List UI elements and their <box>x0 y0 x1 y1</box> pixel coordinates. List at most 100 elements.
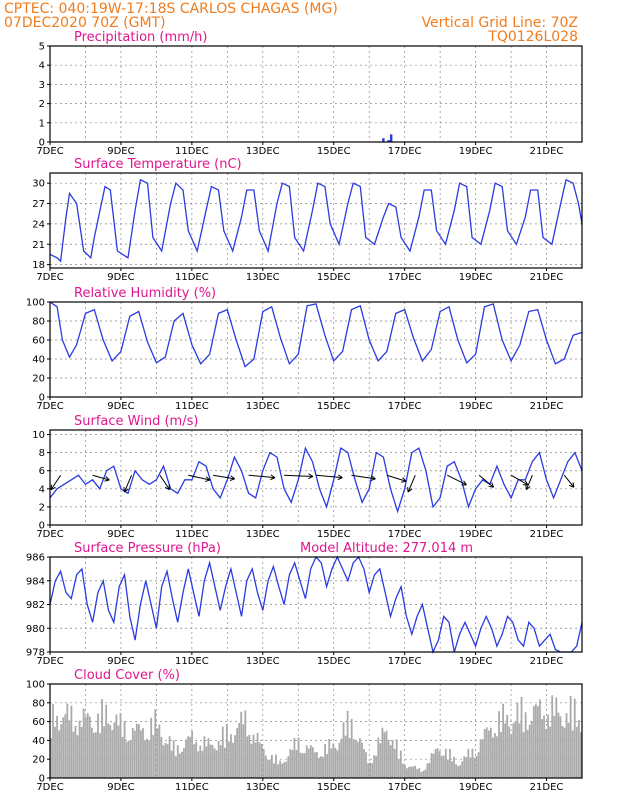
cloud-bar <box>361 742 363 778</box>
cloud-bar <box>164 742 167 778</box>
cloud-bar <box>97 713 99 778</box>
cloud-bar <box>92 732 95 778</box>
cloud-bar <box>258 742 261 778</box>
cloud-bar <box>95 732 97 778</box>
cloud-bar <box>52 703 54 778</box>
cloud-bar <box>430 753 433 778</box>
cloud-bar <box>178 753 181 778</box>
cloud-bar <box>322 757 324 778</box>
temperature-xtick-label: 13DEC <box>246 272 280 283</box>
cloud-bar <box>389 745 392 778</box>
cloud-bar <box>99 733 101 778</box>
cloud-bar <box>512 723 515 778</box>
cloud-bar <box>283 762 286 778</box>
cloud-bar <box>418 768 421 778</box>
cloud-bar <box>373 755 376 778</box>
temperature-xtick-label: 17DEC <box>388 272 422 283</box>
cloud-bar <box>426 763 429 778</box>
precipitation-frame <box>49 45 583 143</box>
cloud-cover-xtick-label: 9DEC <box>107 782 134 793</box>
wind-vector <box>386 474 407 482</box>
precipitation-ytick-label: 3 <box>39 80 45 91</box>
cloud-bar <box>316 752 318 778</box>
cloud-bar <box>228 741 230 778</box>
cloud-bar <box>496 736 498 778</box>
cloud-bar <box>103 726 106 778</box>
cloud-bar <box>76 735 79 778</box>
cloud-bar <box>434 748 437 778</box>
cloud-bar <box>377 737 380 778</box>
cloud-bar <box>176 745 179 778</box>
cloud-cover-ytick-label: 0 <box>39 774 45 785</box>
pressure-xtick-label: 17DEC <box>388 656 422 667</box>
cloud-bar <box>299 752 302 778</box>
cloud-bar <box>404 764 406 778</box>
wind-vector-head <box>308 473 314 480</box>
cloud-bar <box>250 743 253 778</box>
precip-bar <box>387 140 390 142</box>
cloud-bar <box>199 745 202 778</box>
wind-vector-head <box>370 475 376 482</box>
cloud-bar <box>479 739 482 778</box>
cloud-bar <box>526 729 529 778</box>
cloud-bar <box>140 730 142 778</box>
wind-xtick-label: 11DEC <box>175 529 209 540</box>
cloud-bar <box>207 738 210 778</box>
cloud-bar <box>213 748 216 778</box>
cloud-bar <box>158 724 161 778</box>
cloud-bar <box>86 713 89 778</box>
cloud-bar <box>88 716 91 778</box>
cloud-cover-xtick-label: 19DEC <box>459 782 493 793</box>
cloud-bar <box>508 726 511 778</box>
cloud-cover-ytick-label: 60 <box>32 717 45 728</box>
cloud-cover-ytick-label: 80 <box>32 698 45 709</box>
cloud-bar <box>567 722 570 778</box>
cloud-bar <box>154 709 157 778</box>
cloud-bar <box>215 750 218 778</box>
temperature-ytick-label: 18 <box>32 260 45 271</box>
precipitation-panel: 0 1 2 3 4 5 7DEC 9DEC 11DEC 13DEC 15DEC 17DEC 19DEC 2… <box>36 30 583 157</box>
cloud-bar <box>234 735 236 778</box>
pressure-xtick-label: 19DEC <box>459 656 493 667</box>
cloud-bar <box>287 756 290 778</box>
cloud-bar <box>205 746 208 778</box>
pressure-xtick-label: 15DEC <box>317 656 351 667</box>
cloud-bar <box>438 751 441 778</box>
precipitation-xtick-label: 17DEC <box>388 146 422 157</box>
cloud-bar <box>436 748 439 778</box>
cloud-bar <box>219 745 222 778</box>
pressure-ytick-label: 984 <box>26 576 45 587</box>
cloud-bar <box>487 730 490 778</box>
cloud-bar <box>66 703 69 778</box>
pressure-title: Surface Pressure (hPa) <box>74 541 221 556</box>
cloud-bar <box>557 712 560 778</box>
cloud-cover-panel: 0 20 40 60 80 100 7DEC 9DEC 11DEC 13DEC 15DEC 17DEC… <box>26 668 583 793</box>
cloud-bar <box>144 740 146 778</box>
wind-ytick-label: 2 <box>39 502 45 513</box>
cloud-bar <box>397 758 400 778</box>
cloud-bar <box>138 724 140 778</box>
wind-vector-head <box>104 476 110 482</box>
cloud-bar <box>565 713 568 778</box>
pressure-annotation: Model Altitude: 277.014 m <box>300 541 473 556</box>
header-grid-note: Vertical Grid Line: 70Z <box>422 15 578 31</box>
cloud-bar <box>135 723 138 778</box>
cloud-bar <box>160 736 163 778</box>
cloud-bar <box>240 711 243 778</box>
cloud-bar <box>344 735 347 778</box>
cloud-cover-ytick-label: 20 <box>32 755 45 766</box>
wind-xtick-label: 21DEC <box>530 529 564 540</box>
cloud-bar <box>90 727 93 778</box>
cloud-bar <box>395 739 398 778</box>
cloud-bar <box>406 768 408 778</box>
precipitation-xtick-label: 15DEC <box>317 146 351 157</box>
cloud-bar <box>465 757 468 778</box>
cloud-bar <box>281 763 284 778</box>
cloud-bar <box>391 739 394 778</box>
cloud-bar <box>340 738 343 778</box>
cloud-bar <box>271 754 273 778</box>
cloud-bar <box>381 727 384 778</box>
cloud-bar <box>387 739 390 778</box>
cloud-bar <box>369 762 372 778</box>
cloud-bar <box>203 736 206 778</box>
